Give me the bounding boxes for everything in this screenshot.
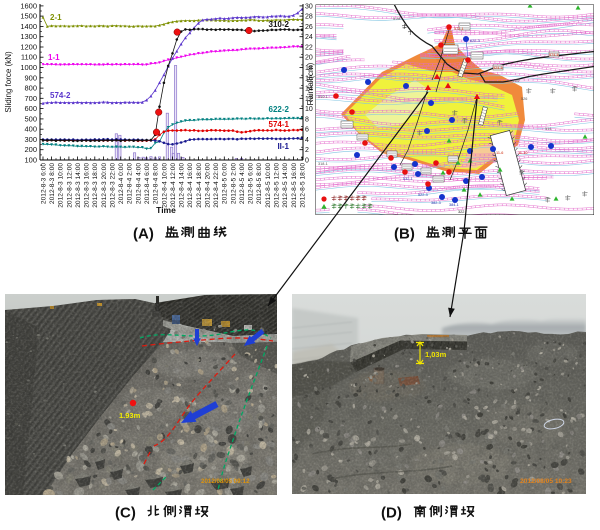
svg-text:24: 24 — [305, 34, 313, 41]
svg-text:2012-8-5 12:00: 2012-8-5 12:00 — [274, 163, 281, 208]
svg-text:14: 14 — [305, 86, 313, 93]
svg-text:(A): (A) — [133, 226, 154, 243]
svg-text:2: 2 — [305, 147, 309, 154]
svg-text:II-1: II-1 — [277, 142, 289, 151]
svg-text:28: 28 — [305, 14, 313, 21]
svg-text:(D): (D) — [381, 505, 402, 522]
svg-text:2012-8-5 10:00: 2012-8-5 10:00 — [265, 163, 272, 208]
svg-text:600: 600 — [24, 104, 37, 113]
svg-text:510-1: 510-1 — [318, 95, 328, 99]
svg-text:2012-8-3 14:00: 2012-8-3 14:00 — [75, 163, 82, 208]
svg-text:2012-8-4 22:00: 2012-8-4 22:00 — [213, 163, 220, 208]
svg-text:22: 22 — [305, 45, 313, 52]
svg-text:514: 514 — [545, 127, 551, 131]
svg-text:2-1: 2-1 — [50, 13, 62, 22]
svg-text:1,03m: 1,03m — [425, 350, 447, 359]
svg-text:16: 16 — [305, 75, 313, 82]
svg-text:500: 500 — [24, 114, 37, 123]
svg-text:0: 0 — [305, 158, 309, 165]
svg-text:572-1: 572-1 — [454, 27, 464, 31]
svg-text:622-2: 622-2 — [269, 105, 290, 114]
svg-text:18: 18 — [305, 65, 313, 72]
svg-text:2012/08/05 10:23: 2012/08/05 10:23 — [520, 478, 572, 485]
svg-text:300: 300 — [24, 135, 37, 144]
svg-text:2012-8-4 14:00: 2012-8-4 14:00 — [179, 163, 186, 208]
svg-text:400: 400 — [24, 125, 37, 134]
svg-text:2012-8-5 14:00: 2012-8-5 14:00 — [282, 163, 289, 208]
svg-text:6: 6 — [305, 127, 309, 134]
svg-text:10: 10 — [305, 106, 313, 113]
svg-text:Rainfall(cm): Rainfall(cm) — [306, 62, 315, 105]
svg-text:574-2: 574-2 — [50, 91, 71, 100]
svg-text:2012-8-3 16:00: 2012-8-3 16:00 — [84, 163, 91, 208]
svg-text:700: 700 — [24, 94, 37, 103]
svg-text:20: 20 — [305, 55, 313, 62]
svg-text:2012-8-4 0:00: 2012-8-4 0:00 — [118, 163, 125, 204]
svg-text:4: 4 — [305, 137, 309, 144]
svg-text:2012-8-4 10:00: 2012-8-4 10:00 — [161, 163, 168, 208]
svg-text:382-3: 382-3 — [431, 201, 441, 205]
svg-text:2012-8-4 18:00: 2012-8-4 18:00 — [196, 163, 203, 208]
svg-text:318-1: 318-1 — [318, 162, 328, 166]
svg-text:11-10: 11-10 — [518, 151, 527, 155]
svg-text:26: 26 — [305, 24, 313, 31]
svg-text:2012-8-3 20:00: 2012-8-3 20:00 — [101, 163, 108, 208]
svg-text:526: 526 — [521, 97, 527, 101]
svg-text:2012-8-3 10:00: 2012-8-3 10:00 — [58, 163, 65, 208]
svg-text:2012-8-4 6:00: 2012-8-4 6:00 — [144, 163, 151, 204]
svg-text:322: 322 — [458, 210, 464, 214]
svg-text:12: 12 — [305, 96, 313, 103]
svg-text:200: 200 — [24, 145, 37, 154]
svg-text:1-1: 1-1 — [48, 53, 60, 62]
svg-text:1600: 1600 — [20, 1, 37, 10]
svg-text:8: 8 — [305, 116, 309, 123]
svg-text:2012-8-4 20:00: 2012-8-4 20:00 — [204, 163, 211, 208]
svg-text:2012-8-5 6:00: 2012-8-5 6:00 — [248, 163, 255, 204]
svg-text:2012-8-3 6:00: 2012-8-3 6:00 — [40, 163, 47, 204]
svg-text:800: 800 — [24, 84, 37, 93]
svg-text:2012-8-4 4:00: 2012-8-4 4:00 — [135, 163, 142, 204]
svg-text:1400: 1400 — [20, 22, 37, 31]
svg-text:100: 100 — [24, 156, 37, 165]
svg-text:2012/08/05 09:12: 2012/08/05 09:12 — [201, 478, 250, 485]
svg-text:5.28: 5.28 — [393, 17, 400, 21]
svg-text:2012-8-3 18:00: 2012-8-3 18:00 — [92, 163, 99, 208]
svg-text:1000: 1000 — [20, 63, 37, 72]
svg-text:1.93m: 1.93m — [119, 411, 141, 420]
svg-text:Time: Time — [156, 205, 176, 215]
svg-text:574-1: 574-1 — [269, 120, 290, 129]
svg-text:2012-8-4 2:00: 2012-8-4 2:00 — [127, 163, 134, 204]
svg-text:2012-8-5 0:00: 2012-8-5 0:00 — [222, 163, 229, 204]
svg-text:2012-8-5 8:00: 2012-8-5 8:00 — [256, 163, 263, 204]
svg-text:4.26: 4.26 — [512, 79, 519, 83]
svg-text:2012-8-4 16:00: 2012-8-4 16:00 — [187, 163, 194, 208]
svg-text:2012-8-5 18:00: 2012-8-5 18:00 — [299, 163, 306, 208]
svg-text:310-2: 310-2 — [269, 20, 290, 29]
svg-text:2012-8-5 4:00: 2012-8-5 4:00 — [239, 163, 246, 204]
svg-text:622-3: 622-3 — [470, 39, 480, 43]
svg-text:2012-8-4 8:00: 2012-8-4 8:00 — [153, 163, 160, 204]
svg-text:1500: 1500 — [20, 12, 37, 21]
svg-text:2012-8-4 12:00: 2012-8-4 12:00 — [170, 163, 177, 208]
svg-text:(B): (B) — [394, 226, 415, 243]
svg-text:Sliding force (kN): Sliding force (kN) — [4, 51, 13, 113]
svg-text:11-6: 11-6 — [496, 151, 503, 155]
svg-text:30: 30 — [305, 3, 313, 10]
svg-text:524-6: 524-6 — [493, 66, 503, 70]
svg-text:(C): (C) — [115, 505, 136, 522]
svg-text:2012-8-3 12:00: 2012-8-3 12:00 — [66, 163, 73, 208]
svg-text:1200: 1200 — [20, 43, 37, 52]
svg-text:2012-8-3 8:00: 2012-8-3 8:00 — [49, 163, 56, 204]
svg-text:532-1: 532-1 — [403, 177, 413, 181]
svg-text:1300: 1300 — [20, 32, 37, 41]
svg-text:2012-8-5 16:00: 2012-8-5 16:00 — [291, 163, 298, 208]
svg-text:900: 900 — [24, 73, 37, 82]
svg-text:522-3: 522-3 — [418, 193, 428, 197]
svg-text:2012-8-3 22:00: 2012-8-3 22:00 — [110, 163, 117, 208]
svg-text:2012-8-5 2:00: 2012-8-5 2:00 — [230, 163, 237, 204]
svg-text:574-6: 574-6 — [549, 53, 559, 57]
svg-text:384-1: 384-1 — [449, 203, 459, 207]
svg-text:1100: 1100 — [21, 53, 37, 62]
